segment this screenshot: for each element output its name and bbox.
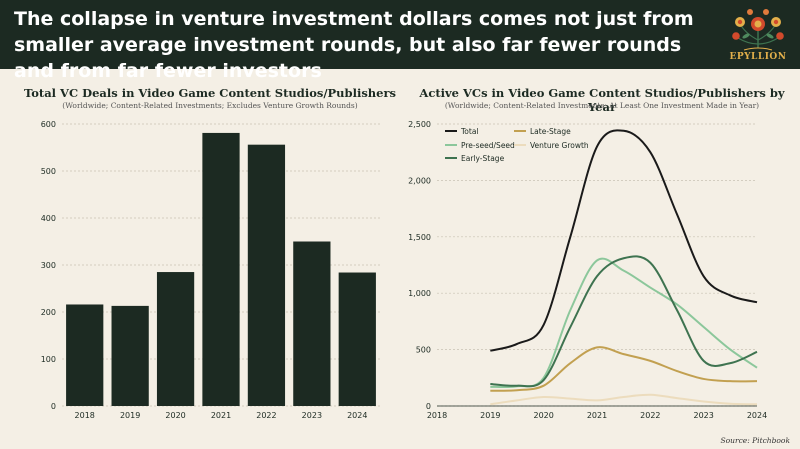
headline: The collapse in venture investment dolla… [14,8,694,82]
bar-x-tick-label: 2024 [347,411,367,420]
line-x-tick-label: 2020 [533,411,553,420]
bar-y-tick-label: 300 [41,261,56,270]
bar-2021 [202,132,240,406]
line-y-tick-label: 0 [426,402,431,411]
line-x-tick-label: 2019 [480,411,500,420]
series-line-venture-growth [490,393,758,406]
bar-2018 [66,304,104,406]
legend-label: Early-Stage [461,154,505,163]
bar-x-tick-label: 2020 [165,411,185,420]
bar-x-tick-label: 2018 [75,411,95,420]
bar-2019 [111,305,149,406]
bar-chart-title: Total VC Deals in Video Game Content Stu… [23,86,397,100]
series-line-total [490,129,758,352]
legend-label: Venture Growth [530,141,589,150]
series-line-late-stage [490,346,758,392]
line-chart-title: Active VCs in Video Game Content Studios… [419,86,785,114]
line-y-tick-label: 2,000 [408,176,431,185]
logo-wordmark: EPYLLION [729,52,787,62]
bar-x-tick-label: 2023 [302,411,322,420]
legend-label: Late-Stage [530,127,571,136]
bar-x-tick-label: 2022 [256,411,276,420]
line-chart-subtitle: (Worldwide; Content-Related Investments;… [444,101,760,110]
bar-2022 [247,144,286,406]
line-x-tick-label: 2022 [640,411,660,420]
source-note: Source: Pitchbook [720,436,791,445]
bar-2024 [338,272,376,406]
bar-y-tick-label: 500 [41,167,56,176]
legend-label: Pre-seed/Seed [461,141,515,150]
legend-label: Total [460,127,479,136]
flower-logo-icon [732,9,784,51]
bar-2020 [156,272,195,406]
bar-y-tick-label: 200 [41,308,56,317]
series-line-early-stage [490,255,758,388]
line-y-tick-label: 500 [416,346,431,355]
bar-y-tick-label: 600 [41,120,56,129]
line-y-tick-label: 1,500 [408,233,431,242]
bar-x-tick-label: 2021 [211,411,231,420]
series-line-pre-seed-seed [490,257,758,389]
bar-y-tick-label: 0 [51,402,56,411]
line-x-tick-label: 2023 [693,411,713,420]
header-banner: The collapse in venture investment dolla… [0,0,800,82]
bar-x-tick-label: 2019 [120,411,140,420]
line-y-tick-label: 1,000 [408,289,431,298]
line-x-tick-label: 2021 [587,411,607,420]
line-y-tick-label: 2,500 [408,120,431,129]
line-x-tick-label: 2024 [747,411,767,420]
line-x-tick-label: 2018 [427,411,447,420]
bar-y-tick-label: 400 [41,214,56,223]
bar-chart-subtitle: (Worldwide; Content-Related Investments;… [62,101,358,110]
bar-y-tick-label: 100 [41,355,56,364]
bar-2023 [293,241,331,406]
